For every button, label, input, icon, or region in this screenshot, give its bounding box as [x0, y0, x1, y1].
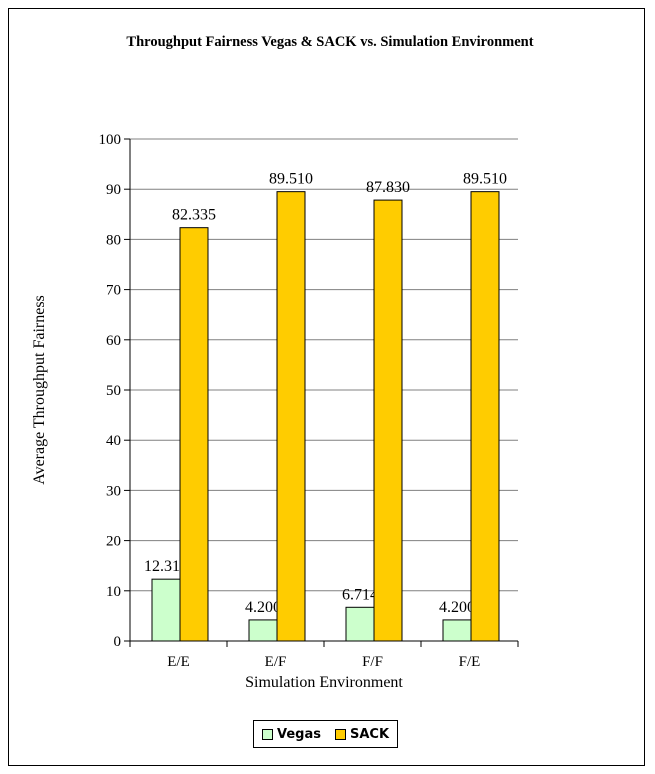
bar-vegas-e-f	[248, 619, 278, 642]
legend-label-vegas: Vegas	[277, 726, 321, 742]
bar-sack-f-e	[470, 191, 500, 642]
data-label: 12.318	[144, 558, 188, 575]
y-tick-label: 50	[106, 383, 121, 399]
bar-sack-e-e	[179, 227, 209, 642]
y-tick-label: 30	[106, 483, 121, 499]
legend-item-vegas: Vegas	[262, 727, 321, 742]
data-label: 4.200	[245, 599, 281, 616]
bar-vegas-f-e	[442, 619, 472, 642]
x-tick-label: E/F	[265, 654, 287, 670]
y-tick-label: 60	[106, 333, 121, 349]
x-tick-label: F/F	[362, 654, 383, 670]
y-tick-label: 20	[106, 534, 121, 550]
bar-sack-f-f	[373, 199, 403, 642]
x-tick-label: E/E	[167, 654, 190, 670]
y-tick-label: 80	[106, 232, 121, 248]
bar-vegas-f-f	[345, 606, 375, 642]
legend-swatch-vegas	[262, 728, 273, 740]
bar-vegas-e-e	[151, 578, 181, 642]
y-tick-label: 10	[106, 584, 121, 600]
legend: Vegas SACK	[253, 720, 399, 748]
x-axis-label: Simulation Environment	[245, 674, 403, 691]
data-label: 82.335	[172, 207, 216, 224]
legend-item-sack: SACK	[334, 726, 390, 742]
data-label: 4.200	[439, 599, 475, 616]
data-label: 89.510	[463, 171, 507, 188]
data-label: 87.830	[366, 179, 410, 196]
legend-swatch-sack	[334, 728, 346, 740]
bar-sack-e-f	[276, 191, 306, 642]
data-label: 89.510	[269, 171, 313, 188]
legend-label-sack: SACK	[349, 726, 390, 742]
y-tick-label: 90	[106, 182, 121, 198]
y-tick-label: 100	[99, 132, 122, 148]
data-label: 6.714	[342, 586, 378, 603]
y-tick-label: 40	[106, 433, 121, 449]
x-tick-label: F/E	[459, 654, 481, 670]
chart-frame	[8, 8, 645, 766]
y-axis-label: Average Throughput Fairness	[31, 295, 48, 485]
y-tick-label: 0	[114, 634, 122, 650]
chart-title: Throughput Fairness Vegas & SACK vs. Sim…	[126, 34, 534, 50]
y-tick-label: 70	[106, 283, 121, 299]
